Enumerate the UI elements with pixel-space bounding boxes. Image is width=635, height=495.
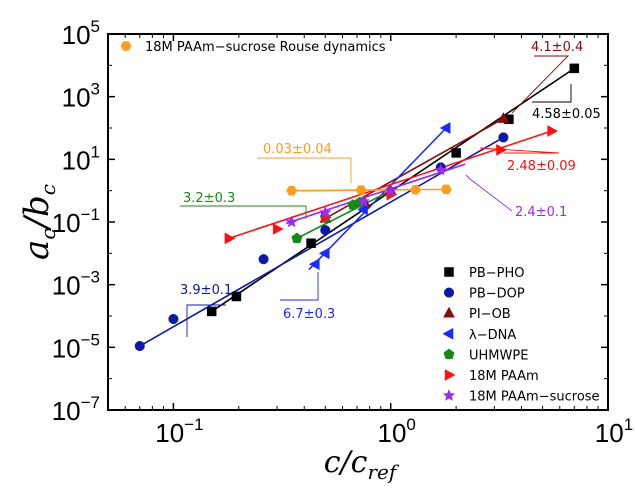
annotation-leader-0 bbox=[511, 55, 570, 114]
data-point-5-1 bbox=[272, 223, 284, 235]
legend-label-4: UHMWPE bbox=[469, 348, 528, 363]
annotation-leader-7 bbox=[280, 272, 319, 301]
y-tick-label-4: 101 bbox=[62, 142, 100, 175]
annotation-leader-4 bbox=[180, 205, 307, 219]
data-point-3-3 bbox=[439, 122, 451, 134]
annotation-leader-2 bbox=[257, 157, 352, 183]
y-axis-title: ac/bc bbox=[17, 184, 60, 260]
data-point-6-4 bbox=[434, 163, 448, 176]
fit-line-7 bbox=[291, 188, 447, 192]
legend-marker-0 bbox=[444, 267, 454, 277]
data-point-1-0 bbox=[134, 340, 145, 352]
legend-label-5: 18M PAAm bbox=[469, 369, 539, 384]
data-point-1-1 bbox=[168, 313, 179, 325]
x-tick-label-0: 10−1 bbox=[155, 415, 203, 448]
annotation-label-5: 2.4±0.1 bbox=[515, 205, 567, 220]
data-point-1-5 bbox=[498, 132, 509, 143]
data-point-0-0 bbox=[206, 306, 217, 317]
annotation-label-0: 4.1±0.4 bbox=[531, 40, 583, 55]
data-point-3-0 bbox=[308, 258, 320, 271]
data-point-5-5 bbox=[547, 125, 559, 137]
slope-annotations: 4.1±0.4 4.58±0.05 0.03±0.04 2.48±0.09 3.2±0.… bbox=[180, 40, 601, 337]
annotation-label-4: 3.2±0.3 bbox=[183, 191, 235, 206]
fit-line-4 bbox=[296, 189, 392, 240]
y-tick-label-6: 105 bbox=[62, 17, 100, 50]
top-legend: 18M PAAm−sucrose Rouse dynamics bbox=[120, 40, 386, 55]
data-point-6-1 bbox=[318, 205, 332, 218]
y-tick-label-0: 10−7 bbox=[52, 393, 100, 426]
legend-marker-3 bbox=[442, 327, 454, 340]
data-point-0-1 bbox=[231, 291, 242, 302]
axis-ticks: 10−1 100 101 10−7 10−5 10−3 10−1 101 103 105 bbox=[52, 17, 634, 448]
legend-label-0: PB−PHO bbox=[469, 266, 525, 281]
top-legend-label: 18M PAAm−sucrose Rouse dynamics bbox=[145, 40, 386, 55]
data-point-3-1 bbox=[318, 247, 330, 260]
legend-label-3: λ−DNA bbox=[469, 328, 516, 343]
legend-label-2: PI−OB bbox=[469, 307, 511, 322]
annotation-leader-6 bbox=[186, 304, 226, 337]
top-legend-marker bbox=[120, 41, 132, 51]
y-tick-label-2: 10−3 bbox=[52, 268, 100, 301]
y-tick-label-3: 10−1 bbox=[52, 205, 100, 238]
annotation-label-7: 6.7±0.3 bbox=[283, 307, 335, 322]
legend-marker-6 bbox=[442, 388, 456, 402]
legend-marker-2 bbox=[443, 306, 455, 318]
legend-marker-4 bbox=[443, 348, 455, 360]
legend-marker-1 bbox=[443, 287, 455, 298]
annotation-label-1: 4.58±0.05 bbox=[532, 107, 601, 122]
data-point-0-5 bbox=[569, 63, 580, 74]
data-point-5-4 bbox=[496, 143, 507, 156]
y-tick-label-1: 10−5 bbox=[52, 330, 100, 363]
data-point-6-2 bbox=[357, 194, 370, 207]
data-point-7-2 bbox=[409, 184, 421, 195]
data-point-4-0 bbox=[291, 232, 303, 244]
data-point-0-2 bbox=[306, 238, 316, 248]
data-point-6-0 bbox=[285, 215, 298, 228]
data-point-0-3 bbox=[451, 148, 461, 158]
y-tick-label-5: 103 bbox=[62, 80, 100, 113]
legend-label-1: PB−DOP bbox=[469, 287, 525, 302]
data-point-7-0 bbox=[286, 185, 298, 196]
plot-frame bbox=[107, 33, 609, 411]
legend-label-6: 18M PAAm−sucrose bbox=[469, 390, 600, 405]
data-markers bbox=[134, 63, 580, 352]
annotation-leader-5 bbox=[465, 174, 513, 212]
annotation-label-6: 3.9±0.1 bbox=[180, 283, 232, 298]
legend: PB−PHO PB−DOP PI−OB λ−DNA UHMWPE 18M PAAm 18M … bbox=[442, 266, 600, 405]
data-point-7-1 bbox=[355, 185, 367, 195]
data-point-1-2 bbox=[258, 254, 269, 265]
data-point-1-3 bbox=[320, 225, 331, 236]
x-tick-label-1: 100 bbox=[378, 415, 416, 448]
fit-line-3 bbox=[308, 127, 447, 271]
data-point-2-3 bbox=[497, 112, 510, 123]
data-point-7-3 bbox=[440, 184, 452, 195]
legend-marker-5 bbox=[444, 369, 456, 381]
annotation-leader-1 bbox=[532, 84, 572, 103]
fit-line-6 bbox=[285, 163, 466, 225]
x-axis-title: c/cref bbox=[324, 445, 400, 484]
annotation-label-2: 0.03±0.04 bbox=[263, 142, 332, 157]
data-point-6-3 bbox=[384, 183, 398, 197]
data-point-5-0 bbox=[224, 232, 236, 245]
x-tick-label-2: 101 bbox=[595, 415, 633, 448]
annotation-leader-3 bbox=[479, 147, 560, 154]
annotation-label-3: 2.48±0.09 bbox=[507, 159, 576, 174]
